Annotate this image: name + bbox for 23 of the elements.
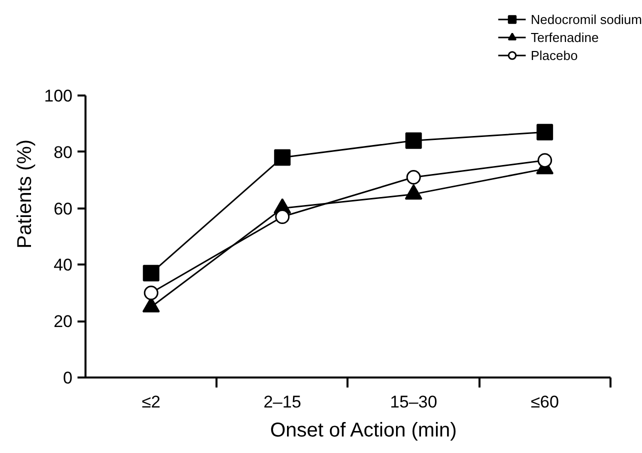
x-tick-label: ≤60 [530,392,559,412]
y-tick-label: 100 [44,86,73,106]
legend-label: Placebo [530,46,578,64]
y-tick-label: 80 [54,142,73,162]
y-tick-label: 20 [54,312,73,332]
point [274,149,291,166]
x-tick-label: ≤2 [142,392,161,412]
y-tick-label: 0 [63,368,73,388]
point [405,132,422,149]
x-axis-title: Onset of Action (min) [270,420,457,442]
y-tick-label: 60 [54,199,73,218]
point [144,286,158,300]
point [406,170,421,185]
y-axis-title: Patients (%) [14,140,36,248]
legend-label: Terfenadine [530,28,599,46]
y-tick-label: 40 [54,256,73,275]
point [536,124,554,140]
point [142,264,160,282]
x-tick-label: 15–30 [390,392,438,412]
legend-label: Nedocromil sodium [530,10,642,28]
point [275,210,290,224]
x-tick-label: 2–15 [263,392,302,412]
point [538,153,552,168]
